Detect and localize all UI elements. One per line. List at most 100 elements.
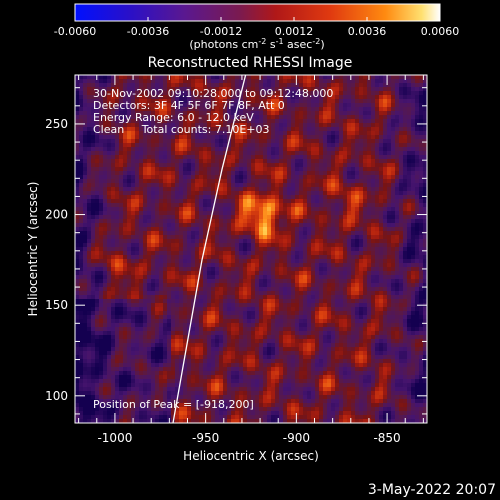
heatmap-cell (135, 247, 140, 252)
heatmap-cell (367, 131, 372, 136)
heatmap-cell (375, 95, 380, 100)
heatmap-cell (95, 299, 100, 304)
heatmap-cell (91, 239, 96, 244)
heatmap-cell (343, 123, 348, 128)
heatmap-cell (219, 91, 224, 96)
heatmap-cell (255, 199, 260, 204)
heatmap-cell (415, 271, 420, 276)
heatmap-cell (191, 243, 196, 248)
heatmap-cell (167, 291, 172, 296)
heatmap-cell (399, 127, 404, 132)
heatmap-cell (175, 227, 180, 232)
heatmap-cell (303, 123, 308, 128)
heatmap-cell (407, 271, 412, 276)
heatmap-cell (131, 147, 136, 152)
heatmap-cell (191, 175, 196, 180)
heatmap-cell (383, 195, 388, 200)
heatmap-cell (155, 287, 160, 292)
heatmap-cell (183, 111, 188, 116)
heatmap-cell (267, 155, 272, 160)
heatmap-cell (291, 231, 296, 236)
heatmap-cell (255, 183, 260, 188)
heatmap-cell (343, 283, 348, 288)
heatmap-cell (239, 119, 244, 124)
heatmap-cell (311, 207, 316, 212)
heatmap-cell (411, 103, 416, 108)
heatmap-cell (87, 127, 92, 132)
heatmap-cell (335, 179, 340, 184)
heatmap-cell (303, 91, 308, 96)
heatmap-cell (163, 119, 168, 124)
heatmap-cell (375, 231, 380, 236)
heatmap-cell (419, 107, 424, 112)
heatmap-cell (143, 279, 148, 284)
heatmap-cell (147, 287, 152, 292)
heatmap-cell (183, 271, 188, 276)
heatmap-cell (259, 239, 264, 244)
heatmap-cell (411, 127, 416, 132)
heatmap-cell (271, 155, 276, 160)
heatmap-cell (119, 243, 124, 248)
heatmap-cell (175, 259, 180, 264)
heatmap-cell (115, 247, 120, 252)
heatmap-cell (311, 295, 316, 300)
heatmap-cell (403, 231, 408, 236)
heatmap-cell (399, 239, 404, 244)
heatmap-cell (127, 155, 132, 160)
heatmap-cell (115, 171, 120, 176)
heatmap-cell (347, 131, 352, 136)
heatmap-cell (159, 143, 164, 148)
heatmap-cell (263, 247, 268, 252)
heatmap-cell (335, 167, 340, 172)
heatmap-cell (323, 203, 328, 208)
heatmap-cell (375, 139, 380, 144)
heatmap-cell (223, 247, 228, 252)
heatmap-cell (367, 83, 372, 88)
heatmap-cell (167, 175, 172, 180)
heatmap-cell (139, 95, 144, 100)
heatmap-cell (403, 91, 408, 96)
heatmap-cell (235, 155, 240, 160)
heatmap-cell (403, 275, 408, 280)
heatmap-cell (371, 155, 376, 160)
heatmap-cell (383, 251, 388, 256)
heatmap-cell (399, 143, 404, 148)
heatmap-cell (395, 123, 400, 128)
heatmap-cell (187, 111, 192, 116)
heatmap-cell (179, 107, 184, 112)
heatmap-cell (83, 251, 88, 256)
heatmap-cell (231, 171, 236, 176)
heatmap-cell (195, 175, 200, 180)
heatmap-cell (151, 227, 156, 232)
heatmap-cell (307, 183, 312, 188)
heatmap-cell (327, 259, 332, 264)
heatmap-cell (311, 111, 316, 116)
heatmap-cell (239, 167, 244, 172)
heatmap-cell (283, 119, 288, 124)
heatmap-cell (331, 123, 336, 128)
heatmap-cell (155, 207, 160, 212)
heatmap-cell (219, 243, 224, 248)
heatmap-cell (327, 219, 332, 224)
heatmap-cell (107, 183, 112, 188)
heatmap-cell (259, 231, 264, 236)
heatmap-cell (391, 163, 396, 168)
heatmap-cell (203, 115, 208, 120)
heatmap-cell (99, 91, 104, 96)
heatmap-cell (107, 223, 112, 228)
heatmap-cell (327, 191, 332, 196)
heatmap-cell (147, 203, 152, 208)
heatmap-cell (367, 263, 372, 268)
heatmap-cell (423, 107, 427, 112)
heatmap-cell (239, 275, 244, 280)
heatmap-cell (83, 79, 88, 84)
heatmap-cell (239, 199, 244, 204)
heatmap-cell (375, 211, 380, 216)
heatmap-cell (83, 175, 88, 180)
heatmap-cell (411, 199, 416, 204)
heatmap-cell (335, 175, 340, 180)
heatmap-cell (87, 79, 92, 84)
heatmap-cell (167, 103, 172, 108)
heatmap-cell (223, 83, 228, 88)
heatmap-cell (411, 255, 416, 260)
